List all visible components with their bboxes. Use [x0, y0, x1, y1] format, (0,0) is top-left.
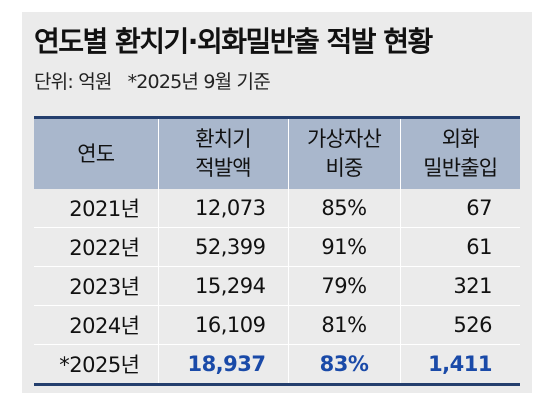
date-note: *2025년 9월 기준 [127, 71, 271, 93]
infographic-card: 연도별 환치기·외화밀반출 적발 현황 단위: 억원 *2025년 9월 기준 연… [22, 12, 532, 393]
cell-count: 321 [399, 266, 520, 306]
cell-amount: 18,937 [157, 344, 288, 386]
cell-share: 83% [287, 344, 400, 386]
cell-amount: 15,294 [157, 266, 288, 306]
cell-count: 67 [399, 189, 520, 228]
column-header-amount: 환치기 적발액 [157, 116, 288, 189]
cell-year: 2022년 [34, 227, 158, 267]
cell-year: *2025년 [34, 344, 158, 386]
cell-share: 85% [287, 189, 400, 228]
unit-label: 단위: 억원 [34, 71, 112, 93]
chart-title: 연도별 환치기·외화밀반출 적발 현황 [34, 25, 433, 58]
table-row-highlight: *2025년 18,937 83% 1,411 [34, 344, 520, 386]
cell-share: 79% [287, 266, 400, 306]
table-row: 2022년 52,399 91% 61 [34, 227, 520, 267]
cell-year: 2024년 [34, 305, 158, 345]
table-row: 2023년 15,294 79% 321 [34, 266, 520, 306]
cell-count: 61 [399, 227, 520, 267]
cell-amount: 12,073 [157, 189, 288, 228]
column-header-year: 연도 [34, 116, 158, 189]
cell-share: 91% [287, 227, 400, 267]
cell-count: 1,411 [399, 344, 520, 386]
cell-amount: 16,109 [157, 305, 288, 345]
subtitle-row: 단위: 억원 *2025년 9월 기준 [34, 67, 271, 94]
cell-year: 2023년 [34, 266, 158, 306]
data-table: 연도 환치기 적발액 가상자산 비중 외화 밀반출입 2021년 12,0 [34, 116, 520, 386]
column-header-share: 가상자산 비중 [287, 116, 400, 189]
table-row: 2021년 12,073 85% 67 [34, 189, 520, 228]
cell-year: 2021년 [34, 189, 158, 228]
cell-share: 81% [287, 305, 400, 345]
column-header-count: 외화 밀반출입 [399, 116, 520, 189]
cell-count: 526 [399, 305, 520, 345]
table-row: 2024년 16,109 81% 526 [34, 305, 520, 345]
cell-amount: 52,399 [157, 227, 288, 267]
table-header-row: 연도 환치기 적발액 가상자산 비중 외화 밀반출입 [34, 116, 520, 189]
